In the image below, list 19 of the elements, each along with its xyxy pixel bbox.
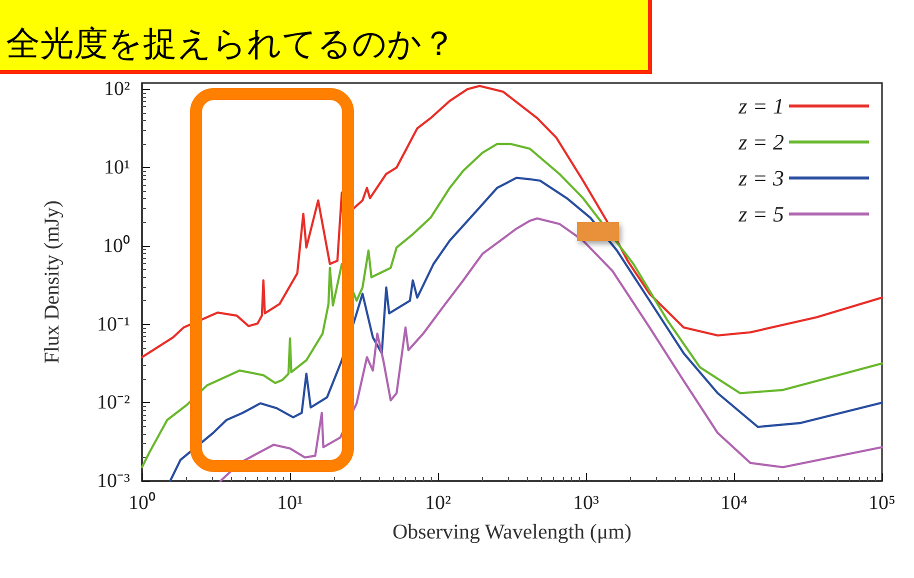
x-tick-label: 10⁰ (128, 491, 156, 514)
y-tick-label: 10⁰ (103, 234, 130, 257)
y-tick-label: 10⁻³ (97, 470, 130, 492)
y-tick-label: 10⁻² (97, 392, 130, 414)
note-box: 全光度を捉えられてるのか？ (0, 0, 652, 74)
x-tick-label: 10⁵ (868, 492, 896, 514)
x-tick-label: 10³ (573, 492, 599, 514)
y-axis-title: Flux Density (mJy) (40, 200, 64, 364)
legend-label: z = 1 (738, 94, 784, 118)
y-tick-label: 10⁻¹ (97, 313, 130, 336)
x-axis-title: Observing Wavelength (μm) (392, 520, 632, 544)
y-tick-label: 10¹ (104, 156, 130, 179)
x-tick-label: 10⁴ (720, 492, 748, 514)
legend-label: z = 5 (738, 202, 784, 226)
legend-label: z = 2 (738, 130, 784, 154)
y-tick-label: 10² (104, 78, 130, 100)
legend-label: z = 3 (738, 166, 784, 190)
x-tick-label: 10² (425, 492, 451, 514)
x-tick-label: 10¹ (277, 492, 303, 514)
